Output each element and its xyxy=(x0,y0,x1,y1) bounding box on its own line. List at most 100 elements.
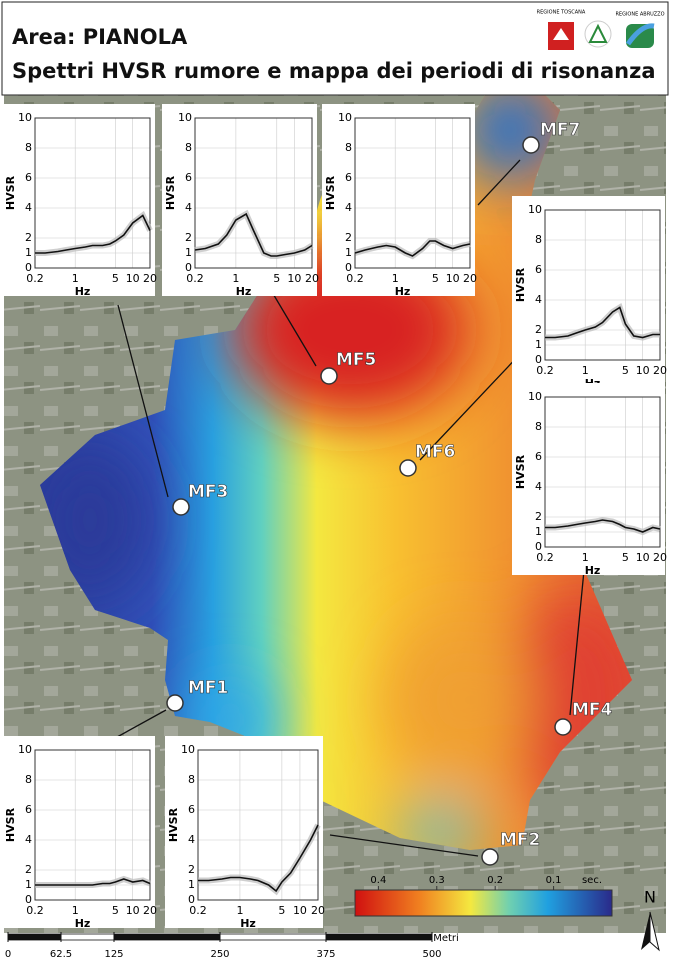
y-tick-label: 0 xyxy=(25,261,32,274)
x-tick-label: 5 xyxy=(622,551,629,564)
x-tick-label: 10 xyxy=(126,272,140,285)
x-tick-label: 0.2 xyxy=(26,904,44,917)
inset-background xyxy=(322,104,475,296)
station-label: MF2 xyxy=(500,830,540,850)
hvsr-curve xyxy=(545,519,661,533)
y-tick-label: 8 xyxy=(345,141,352,154)
inset-background xyxy=(165,736,323,928)
y-tick-label: 2 xyxy=(188,863,195,876)
scale-segment xyxy=(60,933,115,941)
x-tick-label: 10 xyxy=(293,904,307,917)
x-tick-label: 0.2 xyxy=(186,272,204,285)
station-point xyxy=(522,136,540,154)
x-tick-label: 10 xyxy=(126,904,140,917)
y-tick-label: 2 xyxy=(25,863,32,876)
y-tick-label: 4 xyxy=(185,201,192,214)
x-tick-label: 20 xyxy=(311,904,325,917)
y-tick-label: 2 xyxy=(345,231,352,244)
station-point xyxy=(554,718,572,736)
inset-background xyxy=(2,104,155,296)
x-tick-label: 1 xyxy=(236,904,243,917)
y-tick-label: 1 xyxy=(25,246,32,259)
y-axis-label: HVSR xyxy=(514,267,527,302)
x-tick-label: 10 xyxy=(636,364,650,377)
x-tick-label: 20 xyxy=(653,364,667,377)
y-tick-label: 6 xyxy=(535,263,542,276)
y-tick-label: 2 xyxy=(25,231,32,244)
y-axis-label: HVSR xyxy=(167,807,180,842)
x-axis-label: Hz xyxy=(75,917,91,930)
station-point xyxy=(320,367,338,385)
y-tick-label: 8 xyxy=(535,233,542,246)
x-axis-label: Hz xyxy=(75,285,91,298)
x-tick-label: 5 xyxy=(278,904,285,917)
plot-frame xyxy=(34,749,151,901)
x-tick-label: 5 xyxy=(622,364,629,377)
inset-background xyxy=(2,736,155,928)
station-point xyxy=(481,848,499,866)
logos: REGIONE TOSCANA REGIONE ABRUZZO xyxy=(537,10,665,50)
y-tick-label: 8 xyxy=(188,773,195,786)
y-tick-label: 10 xyxy=(181,743,195,756)
station-label: MF6 xyxy=(415,442,455,462)
scale-label: 375 xyxy=(316,949,335,960)
y-tick-label: 4 xyxy=(535,293,542,306)
y-tick-label: 10 xyxy=(178,111,192,124)
x-tick-label: 5 xyxy=(273,272,280,285)
x-tick-label: 10 xyxy=(636,551,650,564)
y-tick-label: 1 xyxy=(535,525,542,538)
y-tick-label: 2 xyxy=(535,323,542,336)
x-tick-label: 0.2 xyxy=(346,272,364,285)
north-arrow xyxy=(641,912,650,950)
scale-segment xyxy=(325,933,433,941)
inset-background xyxy=(512,196,665,388)
y-tick-label: 0 xyxy=(535,353,542,366)
hvsr-curve xyxy=(354,240,471,257)
y-tick-label: 10 xyxy=(528,203,542,216)
north-arrow xyxy=(649,911,660,952)
y-tick-label: 1 xyxy=(188,878,195,891)
hvsr-curve xyxy=(198,824,319,893)
x-tick-label: 10 xyxy=(446,272,460,285)
y-tick-label: 4 xyxy=(188,833,195,846)
x-tick-label: 5 xyxy=(432,272,439,285)
scale-label: 125 xyxy=(104,949,123,960)
station-label: MF5 xyxy=(336,350,376,370)
plot-frame xyxy=(194,117,313,269)
y-tick-label: 6 xyxy=(188,803,195,816)
y-tick-label: 6 xyxy=(535,450,542,463)
y-tick-label: 4 xyxy=(535,480,542,493)
station-label: MF4 xyxy=(572,700,613,720)
y-tick-label: 10 xyxy=(18,111,32,124)
inset-background xyxy=(512,383,665,575)
y-tick-label: 0 xyxy=(345,261,352,274)
x-axis-label: Hz xyxy=(236,285,252,298)
north-label: N xyxy=(644,888,656,907)
plot-frame xyxy=(544,396,661,548)
colorbar-label: 0.4 xyxy=(370,875,386,886)
plot-frame xyxy=(34,117,151,269)
logo-text: REGIONE TOSCANA xyxy=(537,10,586,16)
x-tick-label: 1 xyxy=(392,272,399,285)
y-tick-label: 6 xyxy=(25,803,32,816)
y-tick-label: 8 xyxy=(25,141,32,154)
hvsr-curve xyxy=(545,306,660,339)
title: Area: PIANOLA xyxy=(12,25,188,49)
y-tick-label: 6 xyxy=(345,171,352,184)
connectors xyxy=(107,159,586,857)
y-axis-label: HVSR xyxy=(324,175,337,210)
colorbar-unit: sec. xyxy=(582,875,602,886)
y-axis-label: HVSR xyxy=(164,175,177,210)
scale-label: 62.5 xyxy=(50,949,72,960)
y-tick-label: 4 xyxy=(25,201,32,214)
x-tick-label: 20 xyxy=(463,272,477,285)
x-axis-label: Hz xyxy=(240,917,256,930)
x-tick-label: 10 xyxy=(287,272,301,285)
colorbar-label: 0.1 xyxy=(546,875,562,886)
